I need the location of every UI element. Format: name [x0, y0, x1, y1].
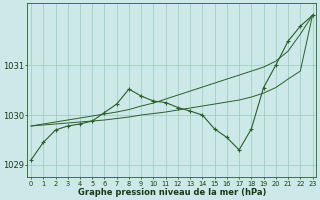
X-axis label: Graphe pression niveau de la mer (hPa): Graphe pression niveau de la mer (hPa): [77, 188, 266, 197]
